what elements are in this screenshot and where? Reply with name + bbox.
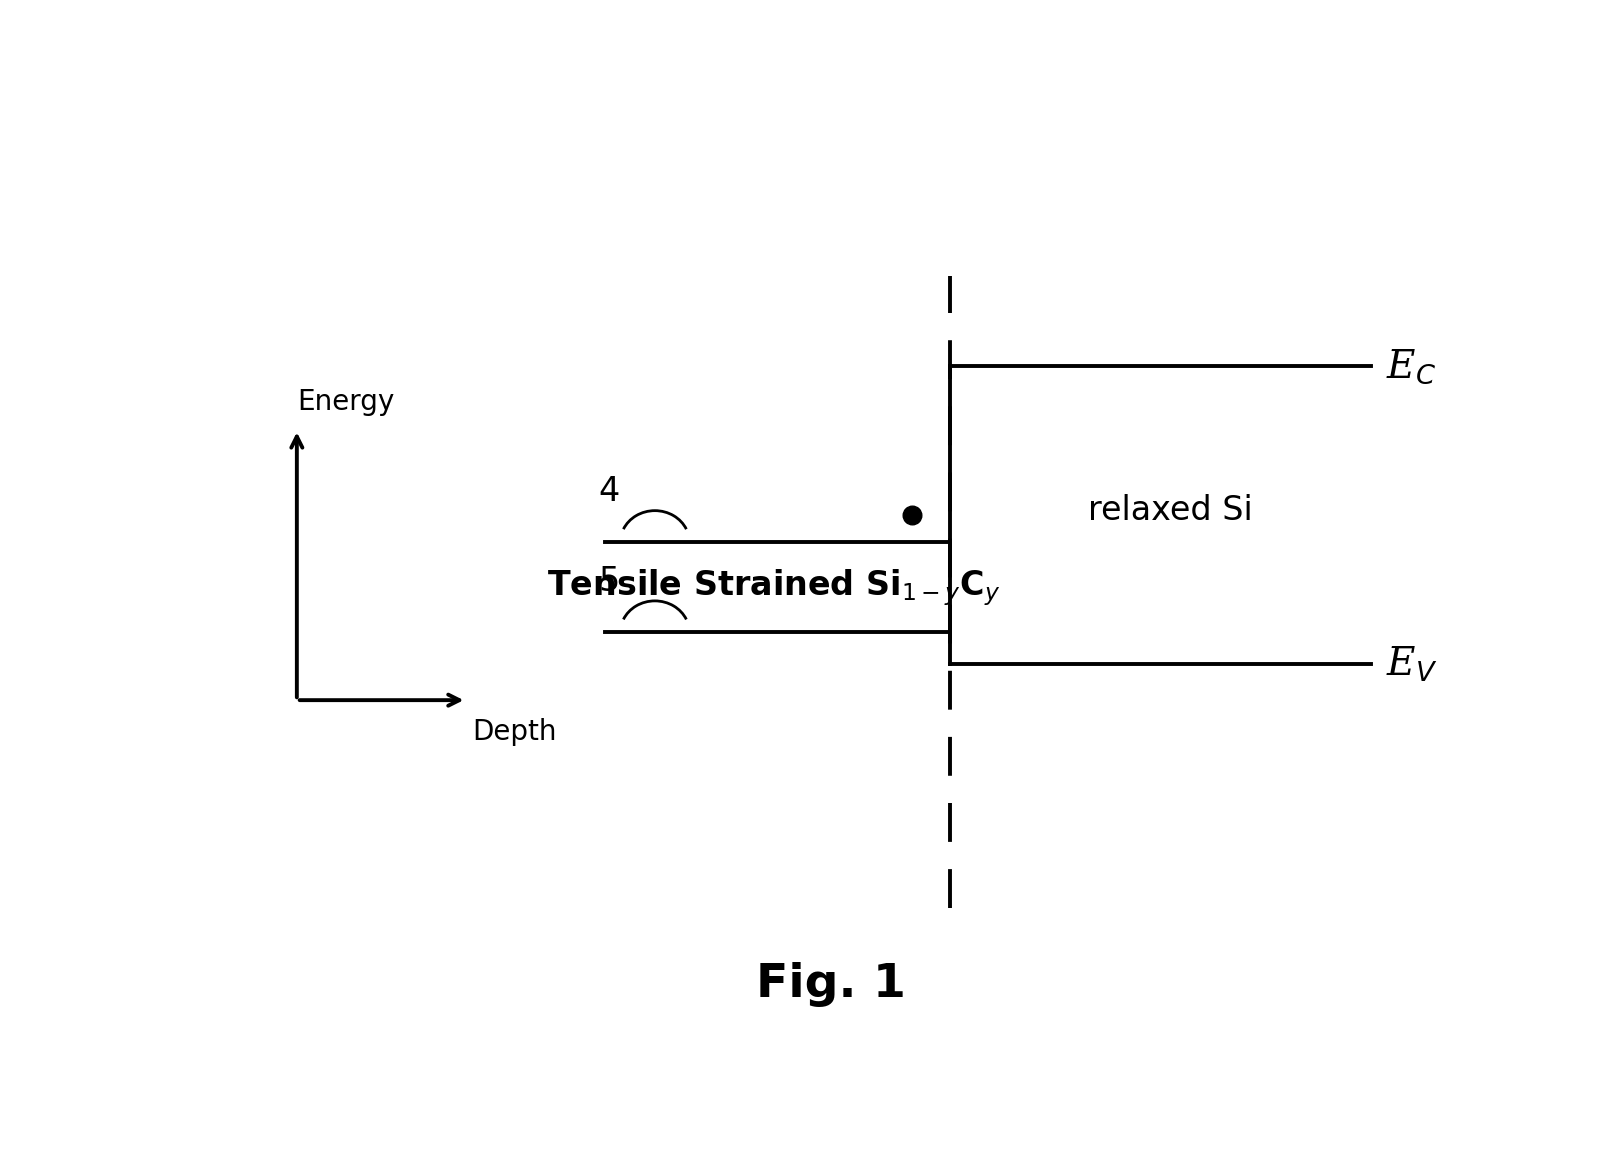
Text: E$_V$: E$_V$ bbox=[1386, 645, 1438, 683]
Text: relaxed Si: relaxed Si bbox=[1088, 495, 1253, 527]
Text: Fig. 1: Fig. 1 bbox=[755, 962, 906, 1007]
Text: Tensile Strained Si$_{1-y}$C$_y$: Tensile Strained Si$_{1-y}$C$_y$ bbox=[548, 567, 1002, 608]
Text: E$_C$: E$_C$ bbox=[1386, 347, 1436, 386]
Text: Depth: Depth bbox=[473, 718, 558, 747]
Text: Energy: Energy bbox=[297, 388, 394, 416]
Text: 5: 5 bbox=[598, 565, 619, 598]
Text: 4: 4 bbox=[598, 475, 619, 507]
Point bbox=[900, 506, 926, 525]
